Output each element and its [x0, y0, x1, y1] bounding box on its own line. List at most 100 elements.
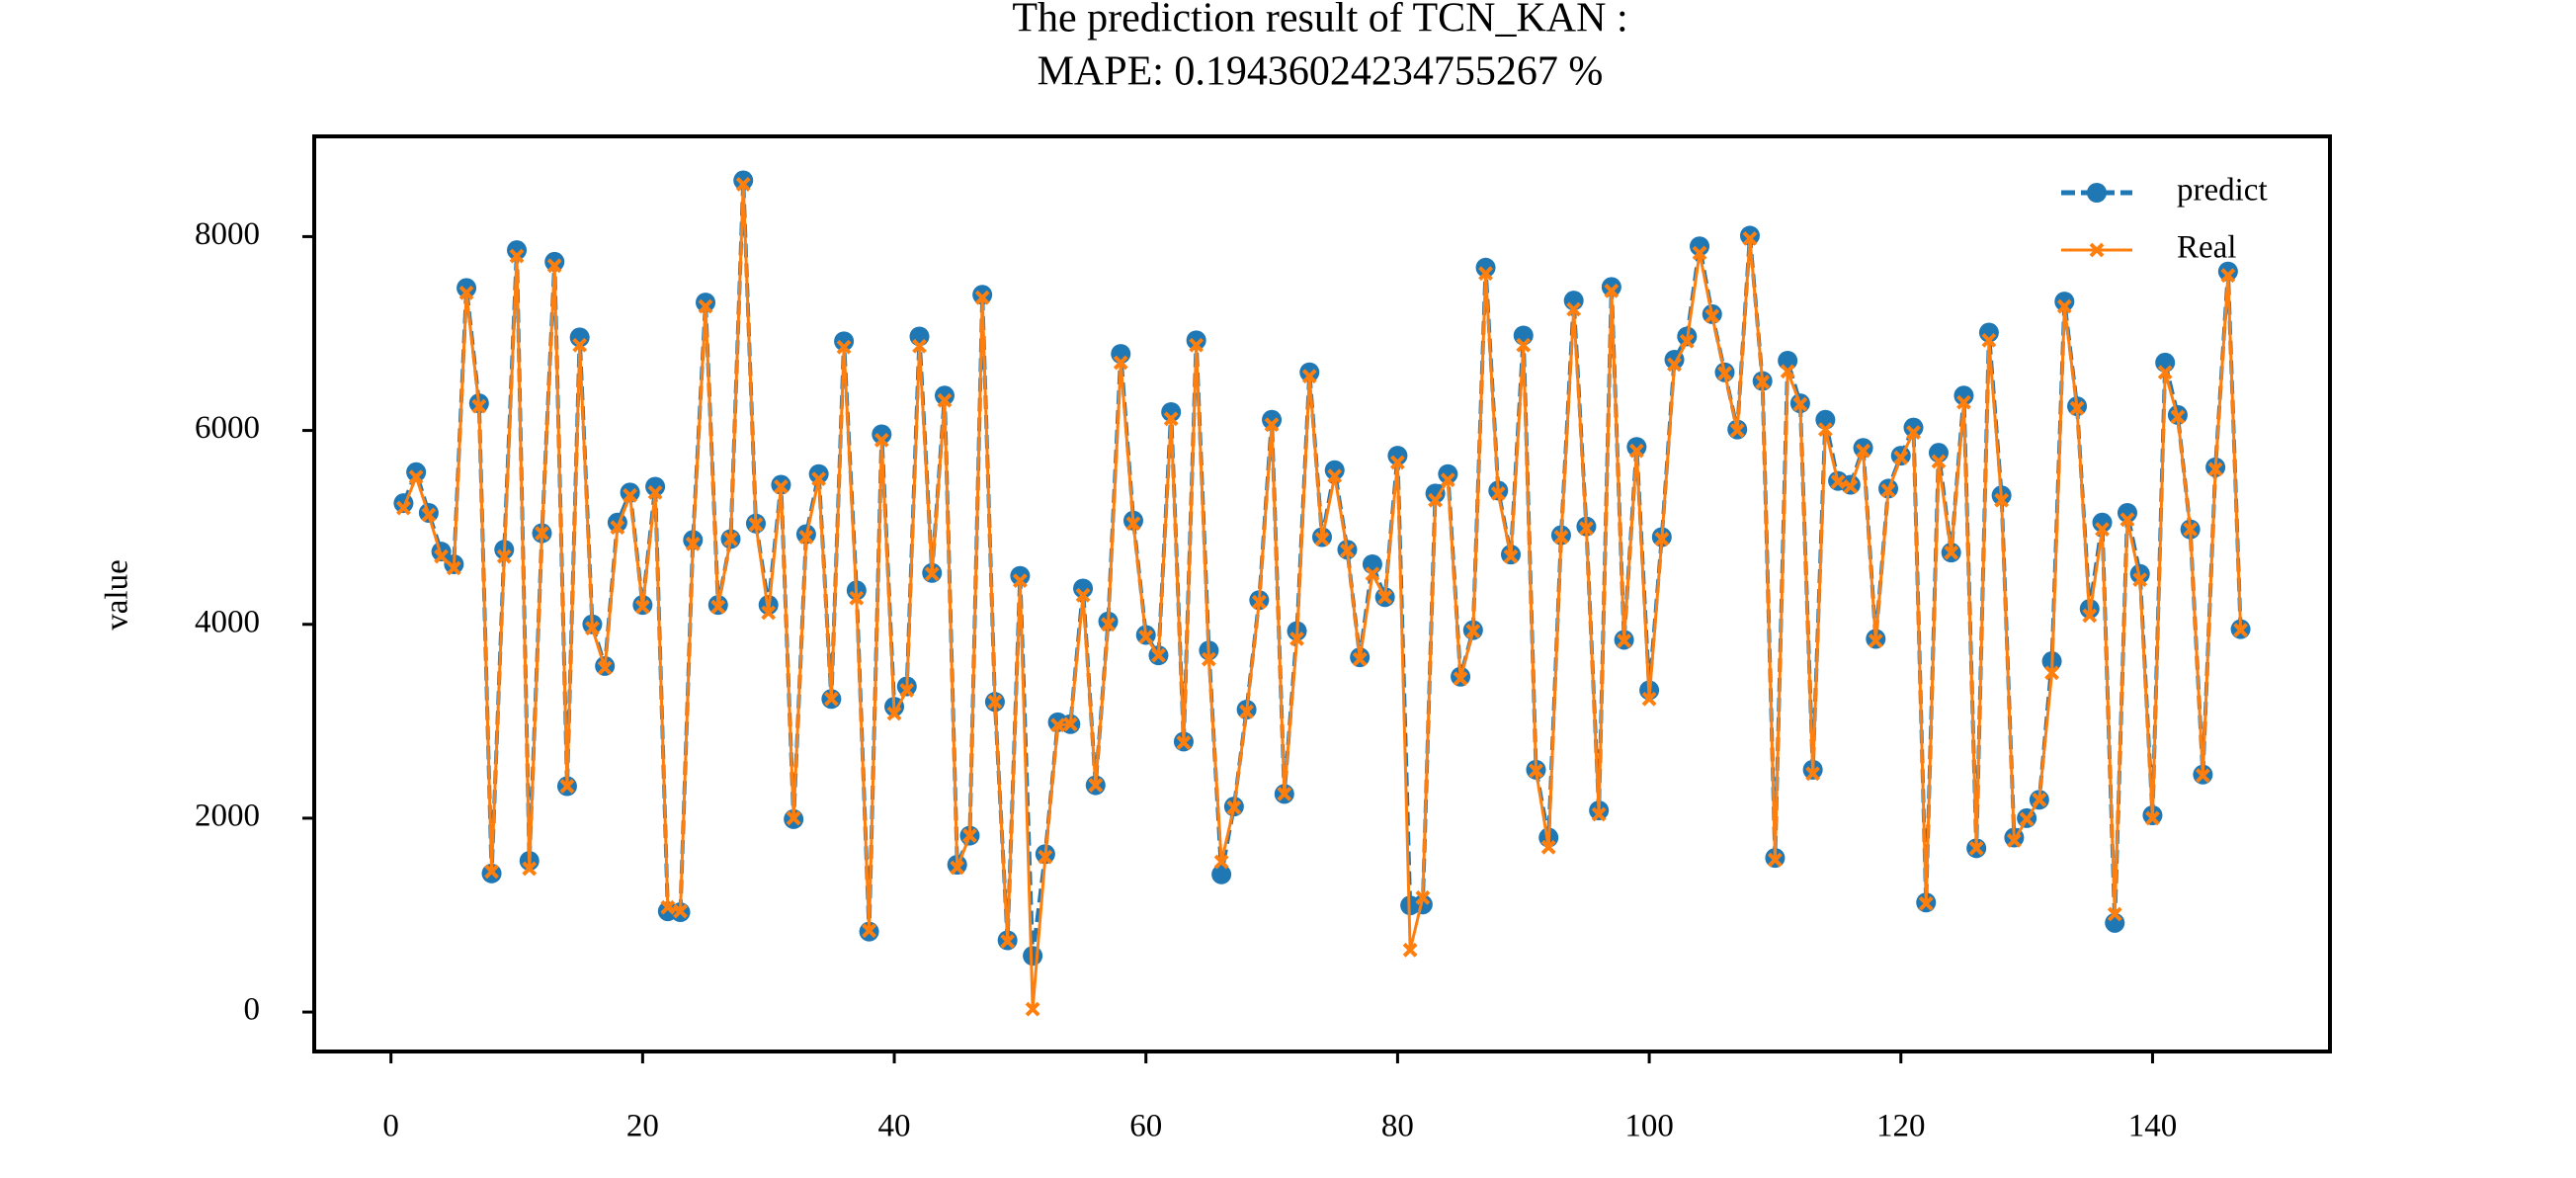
- point: [2069, 400, 2085, 416]
- point: [2157, 365, 2173, 380]
- point: [836, 339, 852, 355]
- point: [1667, 357, 1682, 373]
- legend-label: Real: [2177, 230, 2236, 266]
- point: [2220, 268, 2236, 284]
- point: [535, 526, 549, 541]
- point: [1186, 330, 1206, 351]
- point: [1742, 230, 1758, 246]
- point: [1289, 631, 1304, 646]
- point: [1389, 455, 1405, 470]
- point: [1717, 366, 1732, 381]
- y-axis-label: value: [100, 559, 135, 630]
- point: [559, 779, 575, 794]
- point: [458, 285, 474, 300]
- point: [1012, 573, 1028, 589]
- point: [1704, 308, 1720, 324]
- point: [1490, 485, 1506, 501]
- point: [1768, 852, 1783, 868]
- point: [620, 482, 640, 503]
- point: [723, 532, 738, 547]
- point: [1138, 630, 1154, 644]
- point: [507, 240, 528, 261]
- point: [823, 691, 839, 707]
- point: [484, 864, 499, 880]
- point: [1088, 778, 1104, 793]
- point: [1314, 532, 1330, 547]
- point: [1906, 425, 1921, 440]
- point: [1113, 355, 1128, 371]
- point: [544, 251, 565, 272]
- point: [1553, 530, 1569, 545]
- point: [509, 248, 525, 264]
- point: [1856, 443, 1870, 459]
- point: [1780, 364, 1795, 379]
- point: [1692, 245, 1707, 261]
- point: [1601, 277, 1621, 297]
- point: [934, 385, 955, 406]
- point: [1604, 283, 1620, 298]
- plot-frame: [312, 134, 2332, 1053]
- point: [1415, 889, 1431, 905]
- point: [987, 694, 1003, 710]
- point: [1853, 438, 1873, 459]
- point: [1931, 454, 1947, 469]
- point: [735, 177, 751, 192]
- point: [1101, 617, 1116, 632]
- point: [1425, 483, 1446, 504]
- point: [1352, 651, 1368, 667]
- point: [972, 285, 993, 305]
- point: [849, 590, 865, 606]
- series-line: [402, 184, 2243, 1010]
- point: [2107, 906, 2122, 922]
- point: [1690, 236, 1710, 257]
- point: [1626, 437, 1647, 458]
- point: [1324, 460, 1345, 480]
- point: [2056, 298, 2072, 314]
- point: [1025, 1001, 1040, 1017]
- point: [585, 621, 600, 636]
- point: [408, 469, 424, 485]
- point: [623, 487, 638, 503]
- point: [912, 338, 927, 354]
- point: [2233, 623, 2249, 638]
- point: [1778, 350, 1798, 371]
- point: [1516, 337, 1532, 353]
- point: [748, 517, 764, 533]
- point: [1000, 934, 1016, 949]
- point: [1163, 411, 1179, 427]
- point: [1299, 362, 1320, 382]
- point: [834, 331, 855, 352]
- point: [2019, 811, 2035, 827]
- point: [2092, 512, 2113, 533]
- point: [1817, 422, 1833, 438]
- point: [1125, 516, 1141, 532]
- point: [1211, 864, 1232, 884]
- point: [1903, 417, 1924, 438]
- point: [2217, 261, 2238, 282]
- point: [1830, 474, 1846, 489]
- point: [1038, 849, 1053, 865]
- point: [1438, 463, 1458, 484]
- point: [774, 479, 789, 494]
- x-tick-label: 40: [878, 1109, 911, 1144]
- point: [496, 548, 512, 564]
- x-tick-label: 0: [382, 1109, 399, 1144]
- y-tick-label: 6000: [195, 410, 260, 446]
- point: [1944, 545, 1959, 560]
- point: [1503, 548, 1519, 564]
- point: [1465, 624, 1481, 639]
- point: [2145, 810, 2160, 826]
- point: [698, 298, 713, 314]
- point: [1755, 375, 1771, 389]
- point: [1277, 786, 1292, 801]
- point: [1226, 799, 1242, 815]
- point: [1062, 716, 1078, 732]
- point: [1918, 895, 1934, 911]
- legend-label: predict: [2177, 173, 2268, 209]
- point: [2006, 833, 2022, 848]
- x-tick-label: 100: [1624, 1109, 1674, 1144]
- point: [1868, 633, 1883, 648]
- point: [696, 293, 716, 313]
- point: [2044, 665, 2059, 681]
